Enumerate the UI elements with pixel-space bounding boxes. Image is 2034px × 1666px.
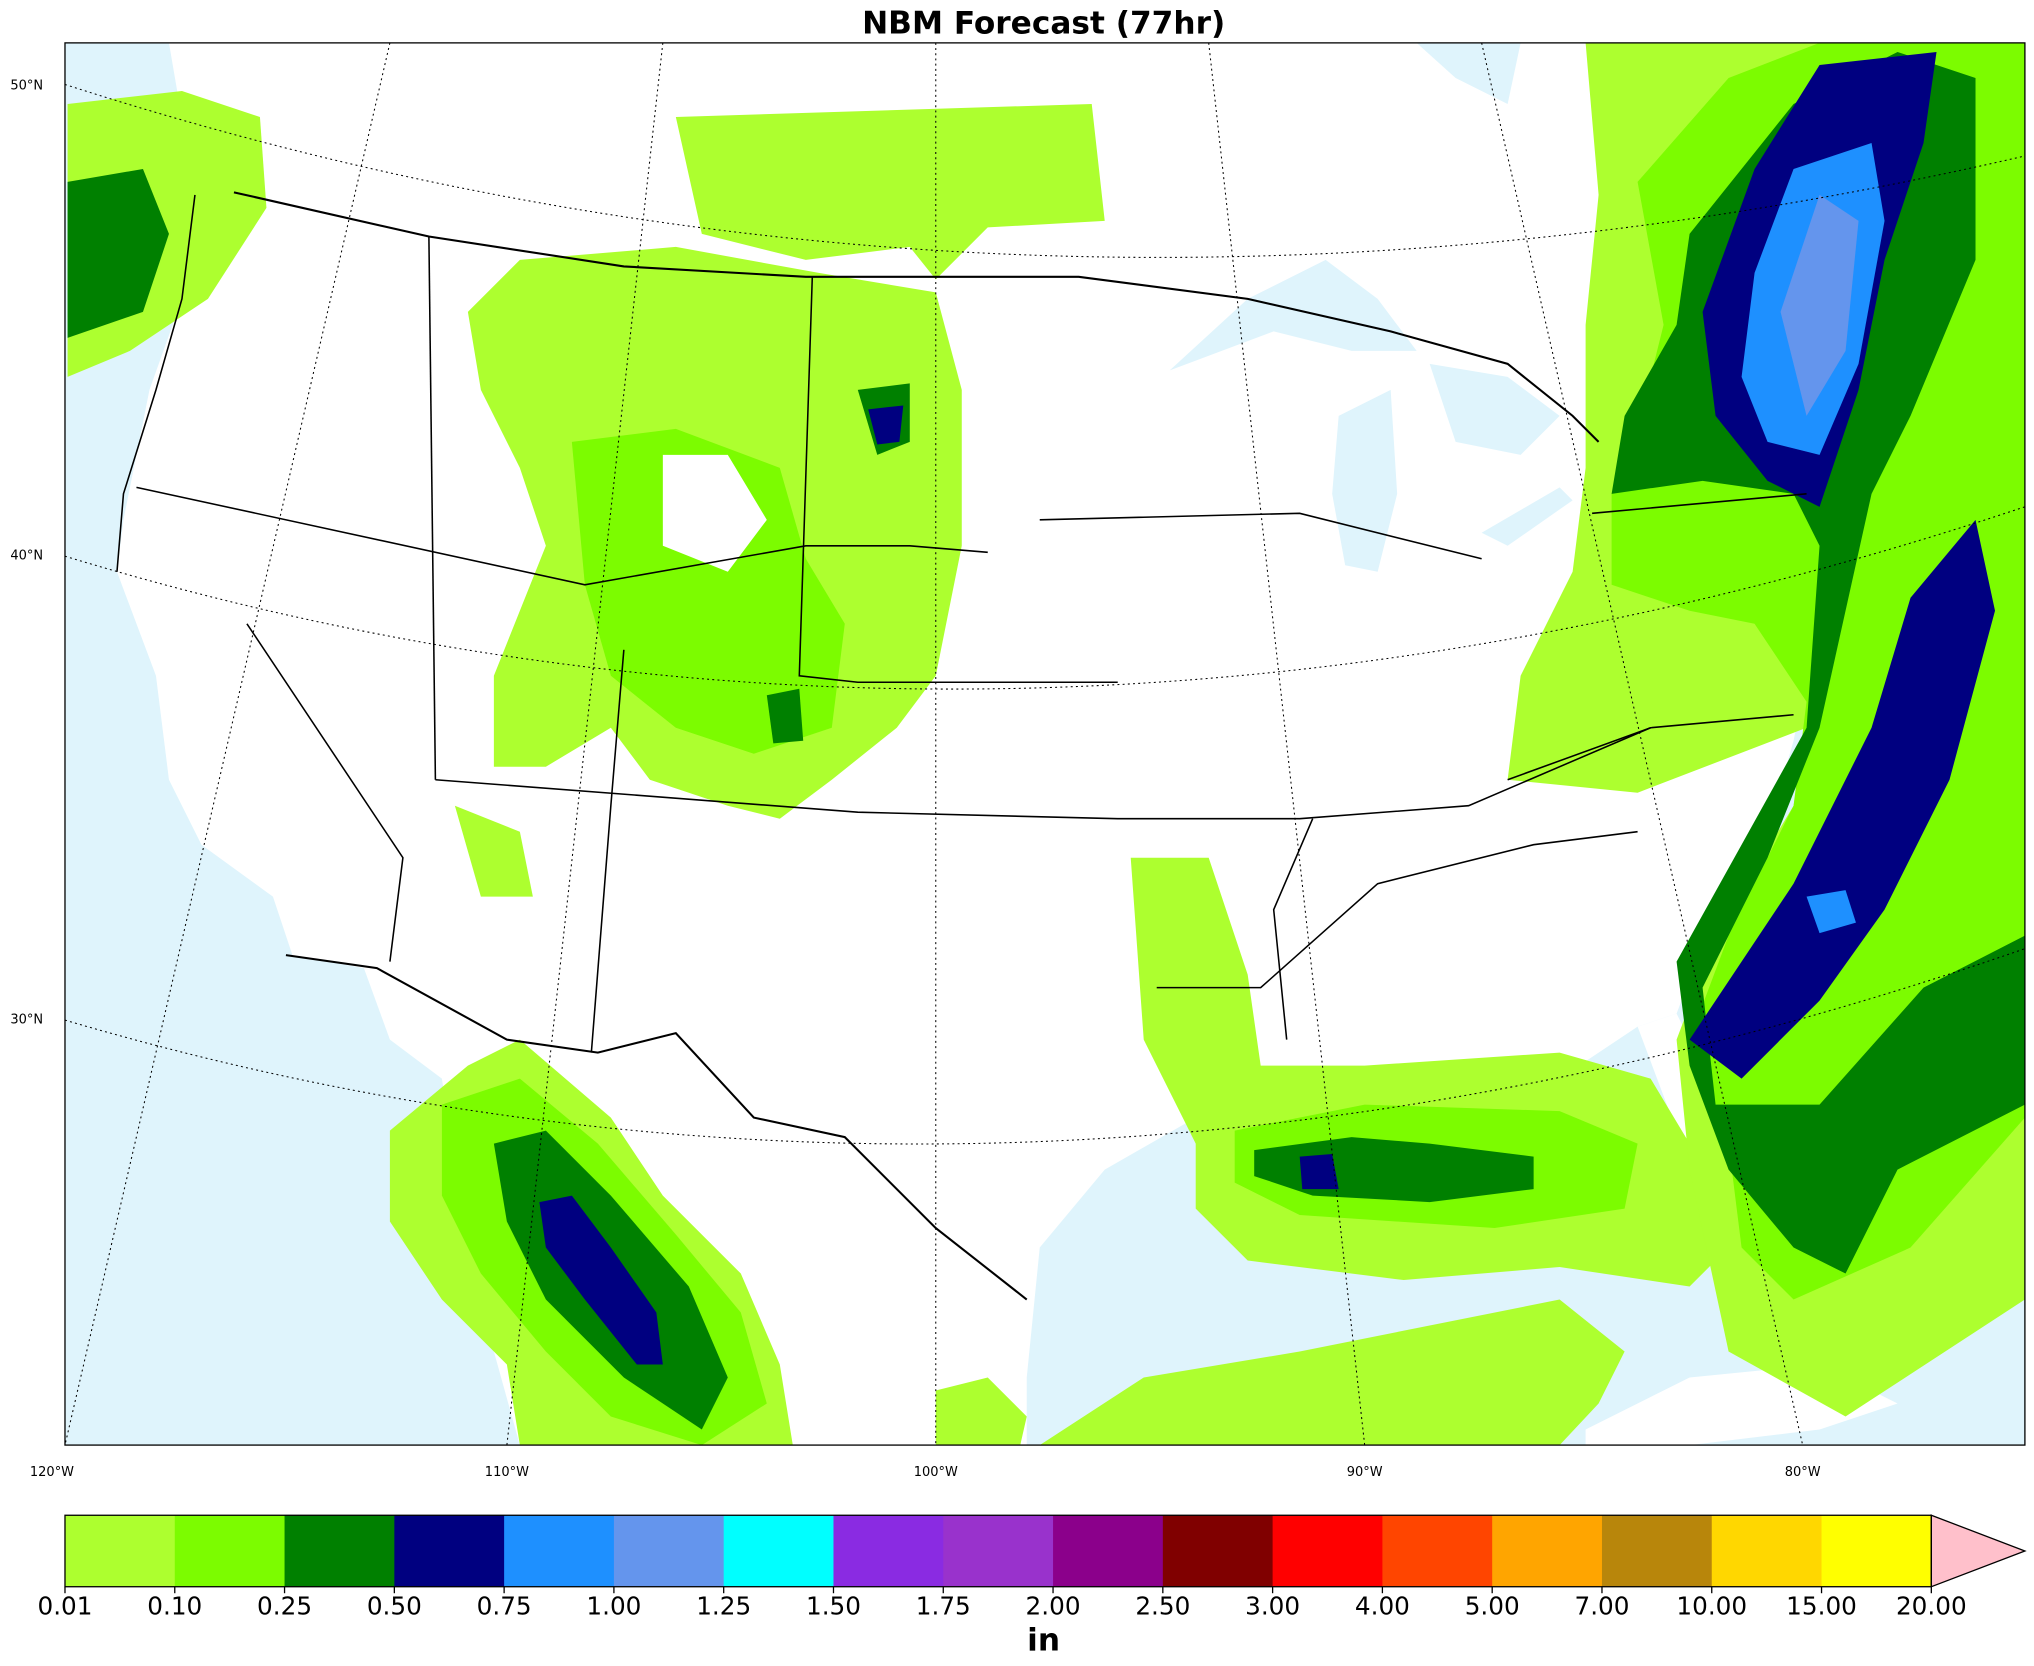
colorbar-box (1492, 1515, 1603, 1587)
lon-label: 100°W (914, 1465, 958, 1480)
colorbar-box (1272, 1515, 1384, 1587)
lake-huron (1429, 363, 1560, 455)
colorbar-box (1162, 1515, 1274, 1587)
colorbar-box (1821, 1515, 1932, 1587)
colorbar-box (1601, 1515, 1713, 1587)
colorbar-box (1053, 1515, 1164, 1587)
colorbar-tick-label: 2.00 (1026, 1592, 1081, 1621)
lake-michigan (1332, 389, 1398, 572)
colorbar-box (504, 1515, 615, 1587)
colorbar-tick-label: 2.50 (1135, 1592, 1190, 1621)
colorbar-tick-label: 5.00 (1465, 1592, 1520, 1621)
colorbar-tick-label: 0.10 (147, 1592, 202, 1621)
colorbar-box (613, 1515, 725, 1587)
colorbar-box (394, 1515, 505, 1587)
colorbar-box (64, 1515, 176, 1587)
colorbar-box (833, 1515, 944, 1587)
map-title: NBM Forecast (77hr) (862, 6, 1225, 42)
colorbar-tick-label: 1.75 (916, 1592, 971, 1621)
colorbar-tick-label: 0.75 (477, 1592, 532, 1621)
colorbar-box (174, 1515, 286, 1587)
lake-superior (1169, 259, 1417, 371)
colorbar-extend (1930, 1514, 2027, 1588)
pacific-ocean (64, 42, 520, 1446)
colorbar-box (1382, 1515, 1493, 1587)
colorbar-tick-label: 7.00 (1574, 1592, 1629, 1621)
lat-label: 40°N (10, 549, 43, 564)
lon-label: 90°W (1347, 1465, 1383, 1480)
colorbar: 0.01 0.10 0.25 0.50 0.75 1.00 1.25 1.50 1.75 2.00… (37, 1514, 2027, 1621)
colorbar-frame (64, 1514, 1932, 1588)
lat-label: 50°N (10, 78, 43, 93)
colorbar-box (1711, 1515, 1823, 1587)
colorbar-tick-label: 0.50 (367, 1592, 422, 1621)
hudson-bay (1416, 42, 1521, 104)
colorbar-tick-label: 15.00 (1786, 1592, 1857, 1621)
colorbar-box (284, 1515, 395, 1587)
colorbar-tick-label: 1.00 (586, 1592, 641, 1621)
map-frame (64, 42, 2026, 1446)
lon-label: 80°W (1785, 1465, 1821, 1480)
colorbar-tick-label: 4.00 (1355, 1592, 1410, 1621)
colorbar-tick-label: 10.00 (1676, 1592, 1747, 1621)
colorbar-tick-label: 3.00 (1245, 1592, 1300, 1621)
lon-label: 110°W (485, 1465, 529, 1480)
colorbar-box (943, 1515, 1054, 1587)
lat-label: 30°N (10, 1013, 43, 1028)
graticule-labels: 50°N 40°N 30°N 120°W 110°W 100°W 90°W 80°W (10, 78, 1820, 1480)
precip (67, 42, 2025, 1446)
colorbar-tick-label: 1.50 (806, 1592, 861, 1621)
colorbar-unit: in (1027, 1622, 1060, 1658)
lon-label: 120°W (30, 1465, 74, 1480)
colorbar-tick-label: 0.01 (37, 1592, 92, 1621)
colorbar-tick-label: 20.00 (1896, 1592, 1967, 1621)
map (64, 42, 2026, 1446)
colorbar-tick-label: 1.25 (696, 1592, 751, 1621)
colorbar-tick-label: 0.25 (257, 1592, 312, 1621)
colorbar-box (723, 1515, 835, 1587)
lake-erie (1481, 487, 1573, 546)
